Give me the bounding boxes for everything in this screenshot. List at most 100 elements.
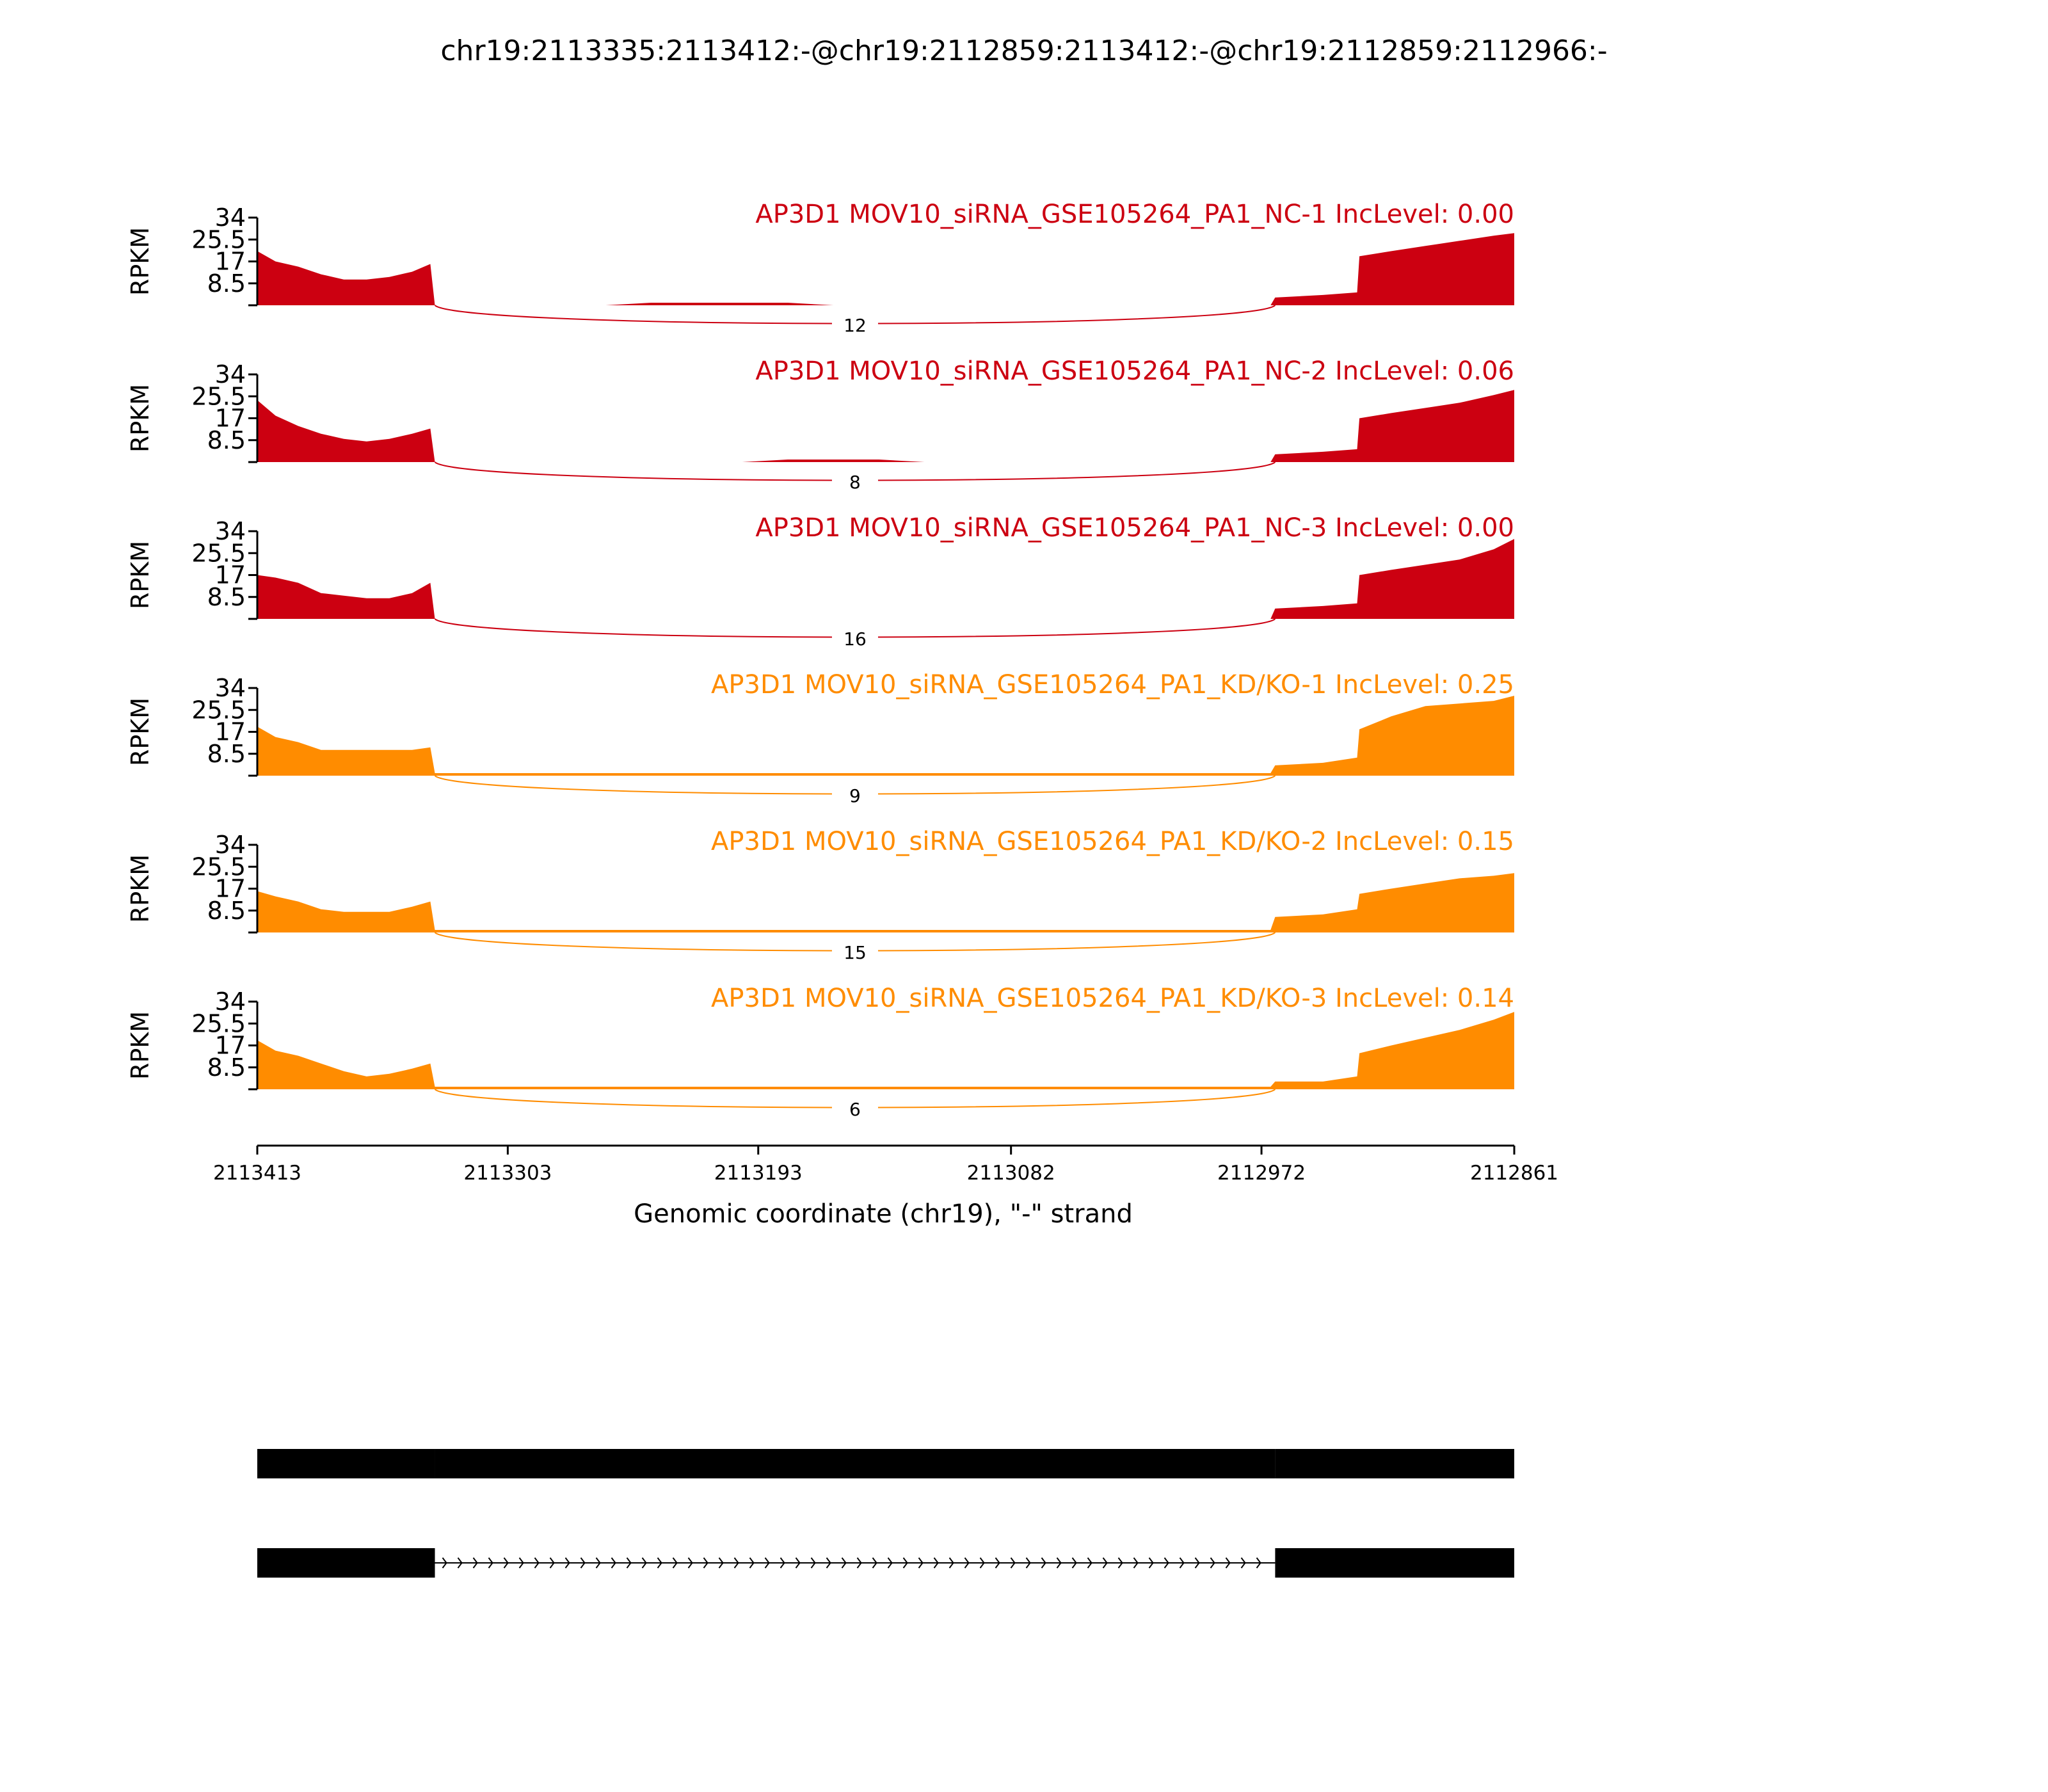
exon-block <box>1275 1449 1514 1478</box>
y-axis-label: RPKM <box>126 698 154 766</box>
coverage-area <box>257 233 1514 305</box>
strand-arrow <box>1087 1557 1092 1569</box>
strand-arrow <box>749 1557 755 1569</box>
y-axis-label: RPKM <box>126 384 154 452</box>
y-tick-label: 34 <box>215 674 246 702</box>
y-tick-label: 8.5 <box>207 897 246 925</box>
strand-arrow <box>810 1557 816 1569</box>
strand-arrow <box>1240 1557 1246 1569</box>
strand-arrow <box>518 1557 524 1569</box>
strand-arrow <box>1164 1557 1169 1569</box>
strand-arrow <box>964 1557 970 1569</box>
strand-arrow <box>595 1557 601 1569</box>
strand-arrow <box>718 1557 724 1569</box>
strand-arrow <box>549 1557 555 1569</box>
strand-arrow <box>1102 1557 1108 1569</box>
y-tick-label: 17 <box>215 248 246 276</box>
junction-count: 6 <box>849 1099 861 1120</box>
isoform-1 <box>257 1449 1514 1478</box>
strand-arrow <box>442 1557 447 1569</box>
y-axis-label: RPKM <box>126 227 154 296</box>
y-tick-label: 17 <box>215 1032 246 1060</box>
strand-arrow <box>918 1557 924 1569</box>
y-tick-label: 8.5 <box>207 269 246 298</box>
x-tick-label: 2113303 <box>463 1162 552 1185</box>
strand-arrow <box>1071 1557 1077 1569</box>
y-tick-label: 34 <box>215 517 246 545</box>
x-tick-label: 2113193 <box>714 1162 803 1185</box>
y-tick-label: 34 <box>215 831 246 859</box>
strand-arrow <box>902 1557 908 1569</box>
strand-arrow <box>1025 1557 1031 1569</box>
strand-arrow <box>687 1557 693 1569</box>
track-title: AP3D1 MOV10_siRNA_GSE105264_PA1_KD/KO-2 … <box>711 827 1514 856</box>
junction-label-bg <box>831 628 878 650</box>
strand-arrow <box>872 1557 877 1569</box>
y-tick-label: 34 <box>215 204 246 232</box>
coverage-area <box>257 390 1514 462</box>
junction-label-bg <box>831 314 878 336</box>
strand-arrow <box>472 1557 478 1569</box>
y-axis-label: RPKM <box>126 854 154 923</box>
strand-arrow <box>826 1557 831 1569</box>
x-tick-label: 2112861 <box>1470 1162 1558 1185</box>
strand-arrow <box>1148 1557 1154 1569</box>
y-tick-label: 25.5 <box>191 852 246 881</box>
x-tick-label: 2113082 <box>967 1162 1055 1185</box>
strand-arrow <box>564 1557 570 1569</box>
strand-arrow <box>780 1557 785 1569</box>
junction-count: 15 <box>844 942 867 963</box>
coverage-area <box>257 539 1514 619</box>
y-tick-label: 8.5 <box>207 740 246 768</box>
x-tick-label: 2112972 <box>1217 1162 1306 1185</box>
y-tick-label: 17 <box>215 875 246 903</box>
track-title: AP3D1 MOV10_siRNA_GSE105264_PA1_KD/KO-1 … <box>711 670 1514 700</box>
y-axis-label: RPKM <box>126 1011 154 1080</box>
x-axis-label: Genomic coordinate (chr19), "-" strand <box>634 1199 1133 1229</box>
strand-arrow <box>488 1557 493 1569</box>
track-title: AP3D1 MOV10_siRNA_GSE105264_PA1_NC-3 Inc… <box>755 513 1514 543</box>
strand-arrow <box>457 1557 463 1569</box>
strand-arrow <box>1225 1557 1231 1569</box>
junction-count: 16 <box>844 628 867 650</box>
strand-arrow <box>764 1557 770 1569</box>
y-tick-label: 8.5 <box>207 1053 246 1082</box>
x-tick-label: 2113413 <box>213 1162 301 1185</box>
x-ticks: 2113413 2113303 2113193 2113082 2112972 21128… <box>213 1146 1558 1185</box>
junction-label-bg <box>831 1098 878 1120</box>
junction-label-bg <box>831 941 878 963</box>
y-tick-label: 34 <box>215 360 246 388</box>
exon-block <box>435 1449 1276 1478</box>
y-tick-label: 17 <box>215 718 246 746</box>
strand-arrow <box>948 1557 954 1569</box>
strand-arrow <box>733 1557 739 1569</box>
strand-arrow <box>1133 1557 1139 1569</box>
track-title: AP3D1 MOV10_siRNA_GSE105264_PA1_NC-1 Inc… <box>755 200 1514 229</box>
isoform-2 <box>257 1548 1514 1578</box>
y-tick-label: 8.5 <box>207 426 246 454</box>
junction-count: 12 <box>844 315 867 336</box>
strand-arrow <box>1179 1557 1185 1569</box>
coverage-area <box>257 873 1514 932</box>
exon-block <box>257 1548 435 1578</box>
strand-arrow <box>887 1557 893 1569</box>
strand-arrow <box>856 1557 862 1569</box>
strand-arrow <box>1256 1557 1261 1569</box>
y-tick-label: 34 <box>215 988 246 1016</box>
track-title: AP3D1 MOV10_siRNA_GSE105264_PA1_NC-2 Inc… <box>755 356 1514 386</box>
y-axis-label: RPKM <box>126 541 154 609</box>
strand-arrow <box>1010 1557 1016 1569</box>
strand-arrow <box>979 1557 985 1569</box>
strand-arrow <box>1210 1557 1215 1569</box>
junction-label-bg <box>831 471 878 493</box>
strand-arrow <box>841 1557 847 1569</box>
junction-label-bg <box>831 785 878 806</box>
coverage-area <box>257 1012 1514 1089</box>
